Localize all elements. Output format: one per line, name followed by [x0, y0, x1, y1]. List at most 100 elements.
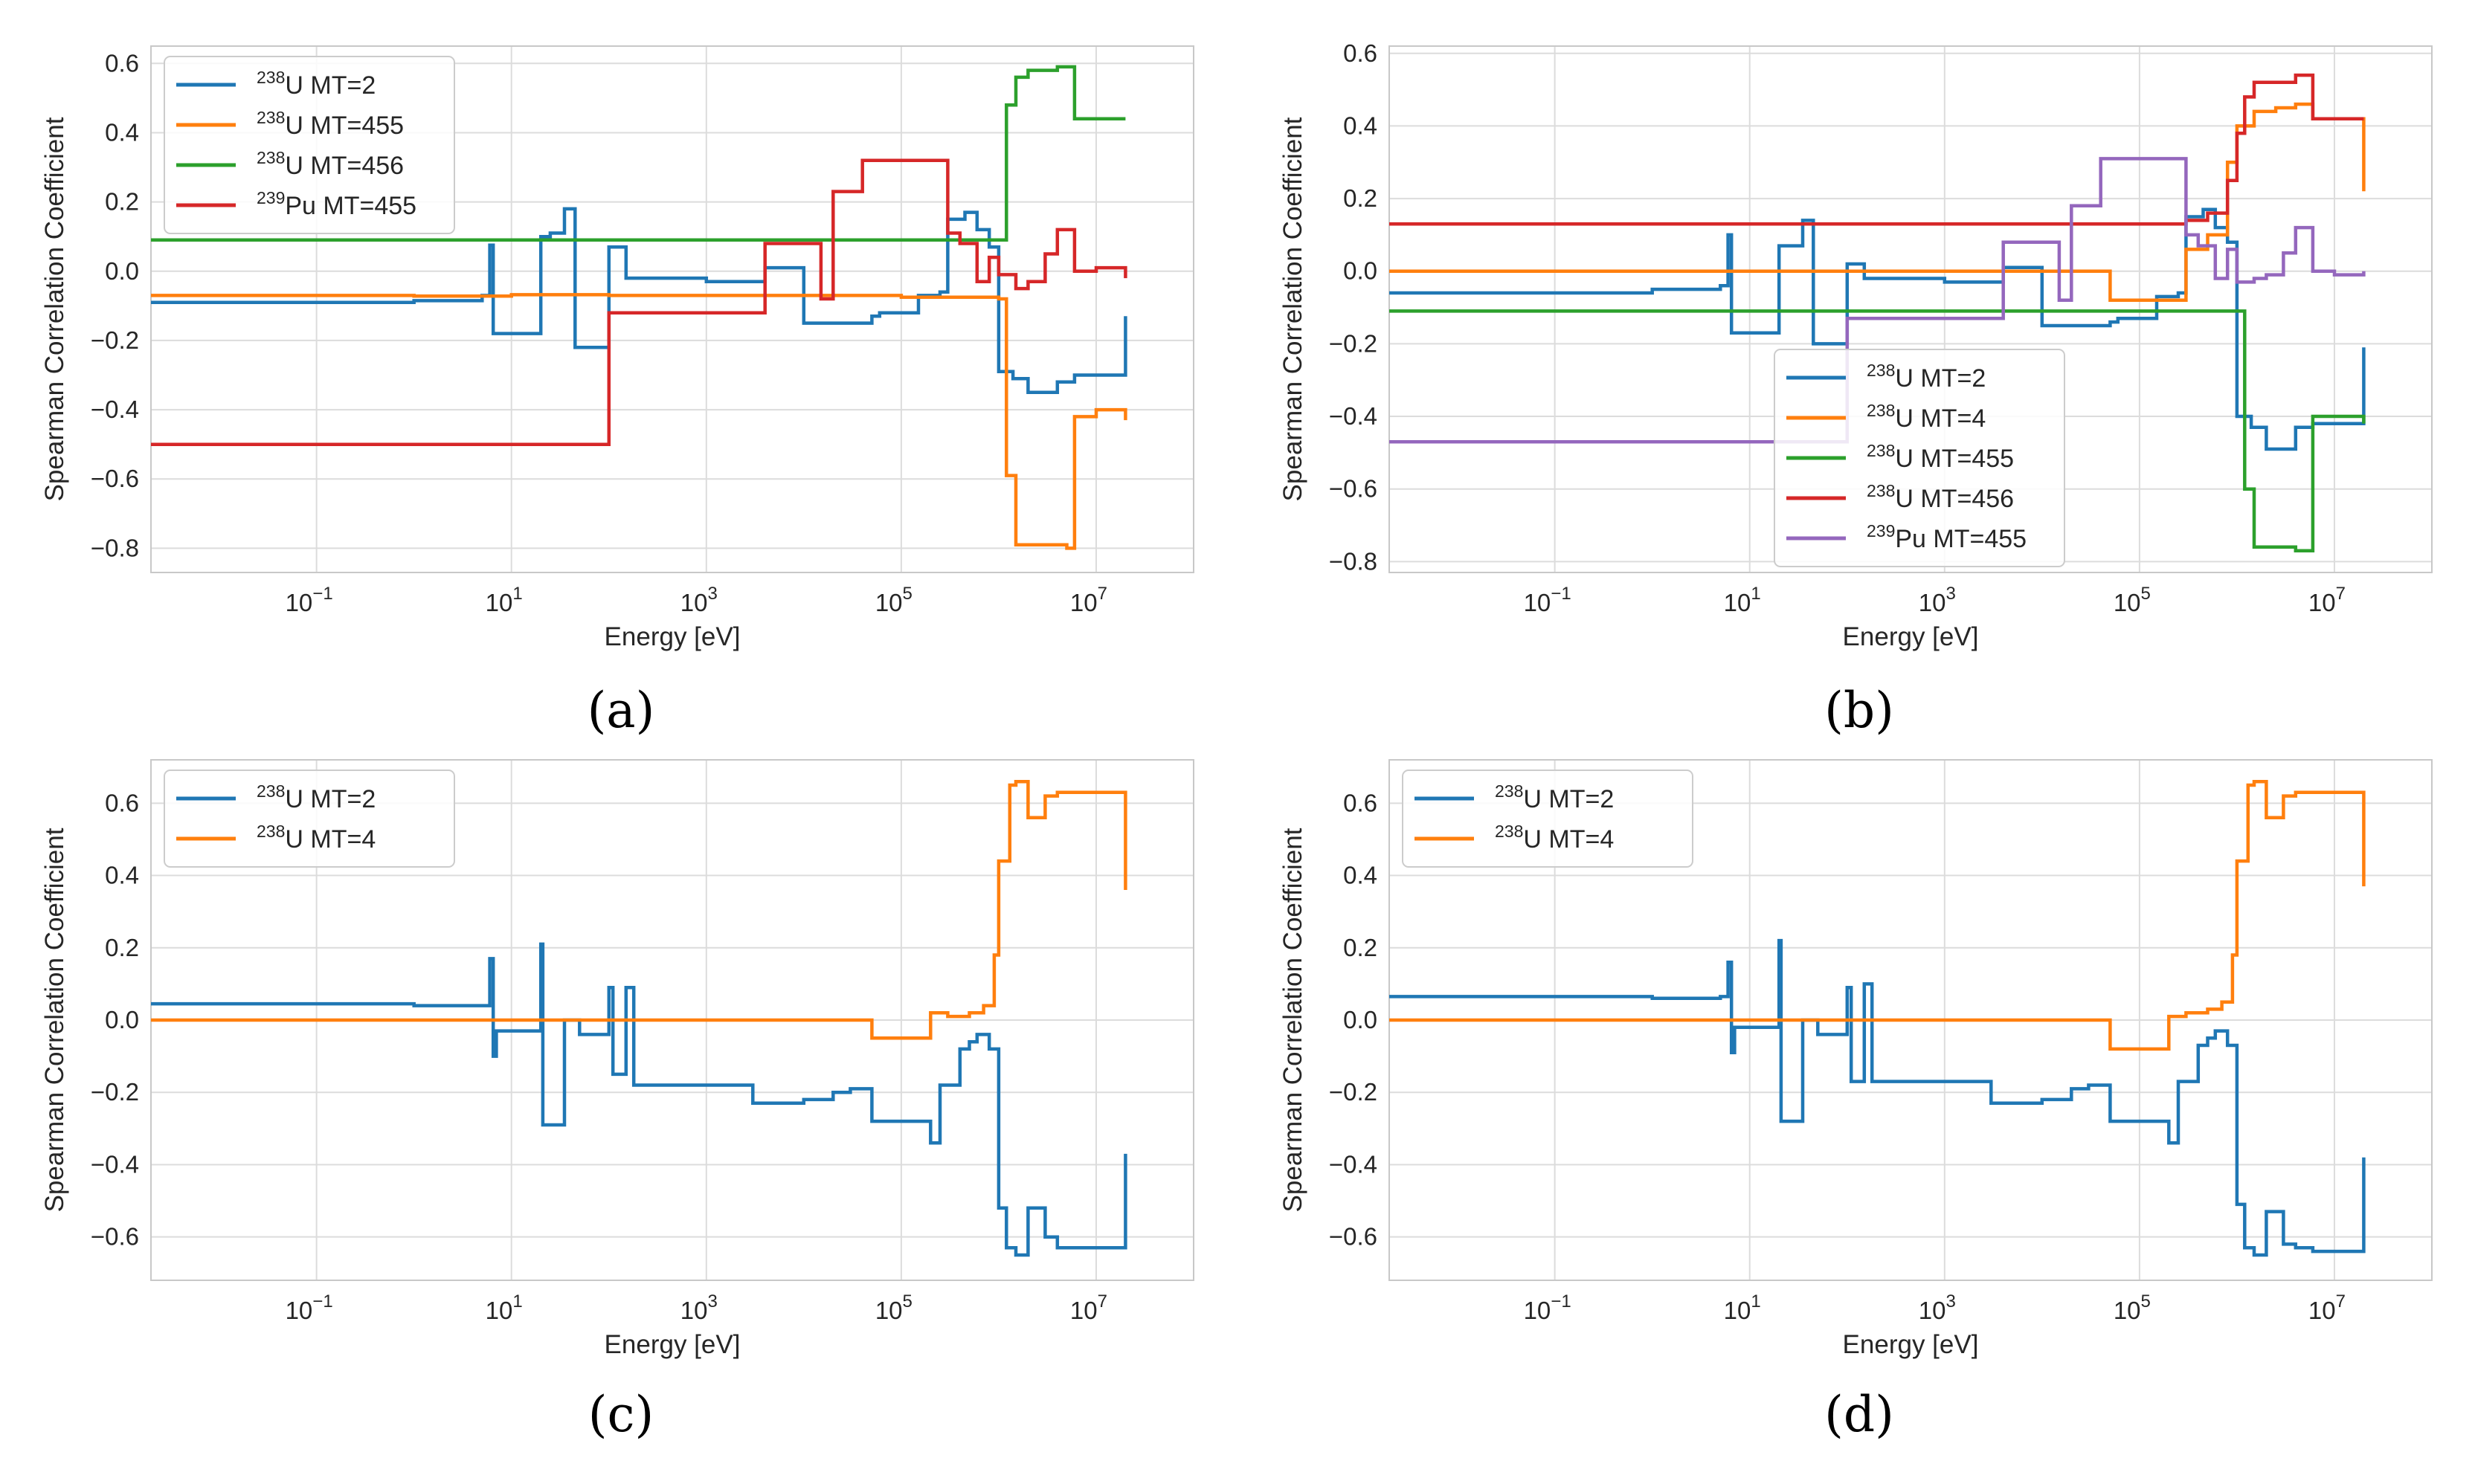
legend-label: 238U MT=4 — [257, 822, 376, 854]
series-line-238-u-mt-4 — [151, 779, 1127, 1040]
y-tick-label: 0.4 — [1343, 112, 1377, 139]
y-tick-label: −0.8 — [1329, 547, 1377, 575]
series-line-238-u-mt-4 — [1389, 779, 2366, 1051]
x-tick-label: 101 — [486, 584, 523, 616]
x-tick-label: 103 — [1919, 1291, 1956, 1324]
y-axis-label: Spearman Correlation Coefficient — [1278, 117, 1307, 501]
x-axis-label: Energy [eV] — [605, 622, 741, 651]
legend-label: 239Pu MT=455 — [1867, 521, 2027, 553]
legend: 238U MT=2 238U MT=455 238U MT=456 239Pu MT=… — [164, 56, 455, 234]
legend-box — [164, 770, 455, 868]
y-axis-label: Spearman Correlation Coefficient — [40, 117, 69, 501]
y-tick-label: 0.0 — [1343, 1006, 1377, 1033]
x-tick-label: 10−1 — [1524, 1291, 1571, 1324]
legend: 238U MT=2 238U MT=4 238U MT=455 238U MT=456… — [1774, 349, 2065, 567]
series-line-238-u-mt-455 — [1389, 309, 2366, 552]
panel-label-c: (c) — [588, 1386, 654, 1443]
y-tick-label: −0.4 — [91, 396, 139, 423]
x-tick-label: 105 — [875, 584, 913, 616]
y-tick-label: 0.0 — [1343, 257, 1377, 285]
panel-c: −0.6 −0.4 −0.2 0.0 0.2 0.4 0.6 10−1 101 103 105 107… — [40, 759, 1194, 1359]
x-tick-label: 103 — [680, 1291, 718, 1324]
y-tick-label: −0.8 — [91, 534, 139, 561]
x-tick-label: 10−1 — [1524, 584, 1571, 616]
series-line-238-u-mt-2 — [151, 942, 1127, 1257]
x-tick-label: 107 — [1070, 584, 1107, 616]
legend: 238U MT=2 238U MT=4 — [1402, 770, 1693, 868]
legend-label: 238U MT=2 — [1867, 361, 1986, 393]
x-tick-label: 10−1 — [286, 1291, 333, 1324]
y-tick-label: −0.4 — [1329, 402, 1377, 430]
y-tick-label: 0.2 — [1343, 934, 1377, 961]
y-tick-label: 0.0 — [105, 1006, 139, 1033]
legend: 238U MT=2 238U MT=4 — [164, 770, 455, 868]
y-axis-label: Spearman Correlation Coefficient — [1278, 828, 1307, 1212]
panel-label-b: (b) — [1824, 682, 1894, 739]
legend-label: 238U MT=455 — [257, 108, 404, 140]
legend-label: 238U MT=2 — [257, 781, 376, 813]
legend-label: 238U MT=456 — [257, 148, 404, 180]
legend-label: 238U MT=2 — [1495, 781, 1614, 813]
x-tick-label: 101 — [1724, 1291, 1761, 1324]
y-tick-label: 0.4 — [1343, 862, 1377, 889]
x-axis-label: Energy [eV] — [1843, 622, 1979, 651]
series-line-238-u-mt-2 — [1389, 938, 2366, 1257]
y-tick-label: −0.2 — [1329, 329, 1377, 357]
series-line-238-u-mt-456 — [1389, 73, 2364, 226]
y-tick-label: 0.2 — [105, 934, 139, 961]
legend-label: 238U MT=2 — [257, 68, 376, 100]
x-tick-label: 10−1 — [286, 584, 333, 616]
x-tick-label: 101 — [486, 1291, 523, 1324]
y-axis-label: Spearman Correlation Coefficient — [40, 828, 69, 1212]
x-tick-label: 105 — [2114, 584, 2151, 616]
y-tick-label: 0.6 — [1343, 39, 1377, 67]
legend-label: 239Pu MT=455 — [257, 188, 416, 220]
panel-label-d: (d) — [1824, 1386, 1894, 1443]
legend-label: 238U MT=456 — [1867, 481, 2014, 513]
y-tick-label: 0.6 — [1343, 789, 1377, 816]
legend-box — [1774, 349, 2065, 567]
y-tick-label: −0.6 — [1329, 475, 1377, 503]
y-tick-label: −0.4 — [1329, 1150, 1377, 1178]
series-line-238-u-mt-4 — [1389, 102, 2366, 303]
series-line-238-u-mt-456 — [151, 65, 1126, 242]
x-tick-label: 107 — [2308, 1291, 2346, 1324]
plot-frame — [1388, 45, 2433, 573]
panel-b: −0.8 −0.6 −0.4 −0.2 0.0 0.2 0.4 0.6 10−1 101 103 10… — [1278, 39, 2433, 651]
series-line-238-u-mt-2 — [151, 207, 1127, 395]
x-tick-label: 105 — [875, 1291, 913, 1324]
y-tick-label: 0.6 — [105, 49, 139, 77]
panel-a: −0.8 −0.6 −0.4 −0.2 0.0 0.2 0.4 0.6 10−1 101 103 10… — [40, 45, 1194, 651]
y-tick-label: 0.2 — [105, 188, 139, 216]
y-tick-label: 0.4 — [105, 862, 139, 889]
y-tick-label: −0.2 — [1329, 1078, 1377, 1106]
series-line-239-pu-mt-455 — [1389, 157, 2366, 444]
x-axis-label: Energy [eV] — [605, 1330, 741, 1359]
y-tick-label: 0.0 — [105, 257, 139, 285]
panel-d: −0.6 −0.4 −0.2 0.0 0.2 0.4 0.6 10−1 101 103 105 107… — [1278, 759, 2433, 1359]
legend-label: 238U MT=4 — [1495, 822, 1614, 854]
series-line-238-u-mt-455 — [151, 293, 1127, 550]
y-tick-label: 0.4 — [105, 118, 139, 146]
legend-label: 238U MT=4 — [1867, 401, 1986, 433]
x-tick-label: 103 — [1919, 584, 1956, 616]
series-line-238-u-mt-2 — [1389, 207, 2366, 451]
y-tick-label: −0.4 — [91, 1150, 139, 1178]
legend-label: 238U MT=455 — [1867, 441, 2014, 473]
y-tick-label: −0.6 — [1329, 1223, 1377, 1251]
y-tick-label: 0.2 — [1343, 184, 1377, 212]
x-tick-label: 101 — [1724, 584, 1761, 616]
series-line-239-pu-mt-455 — [151, 158, 1127, 446]
y-tick-label: −0.6 — [91, 1223, 139, 1251]
y-tick-label: 0.6 — [105, 789, 139, 816]
x-tick-label: 105 — [2114, 1291, 2151, 1324]
x-tick-label: 103 — [680, 584, 718, 616]
y-tick-label: −0.2 — [91, 1078, 139, 1106]
legend-box — [164, 56, 455, 234]
x-axis-label: Energy [eV] — [1843, 1330, 1979, 1359]
panel-label-a: (a) — [588, 682, 655, 739]
y-tick-label: −0.2 — [91, 326, 139, 354]
x-tick-label: 107 — [2308, 584, 2346, 616]
legend-box — [1402, 770, 1693, 868]
